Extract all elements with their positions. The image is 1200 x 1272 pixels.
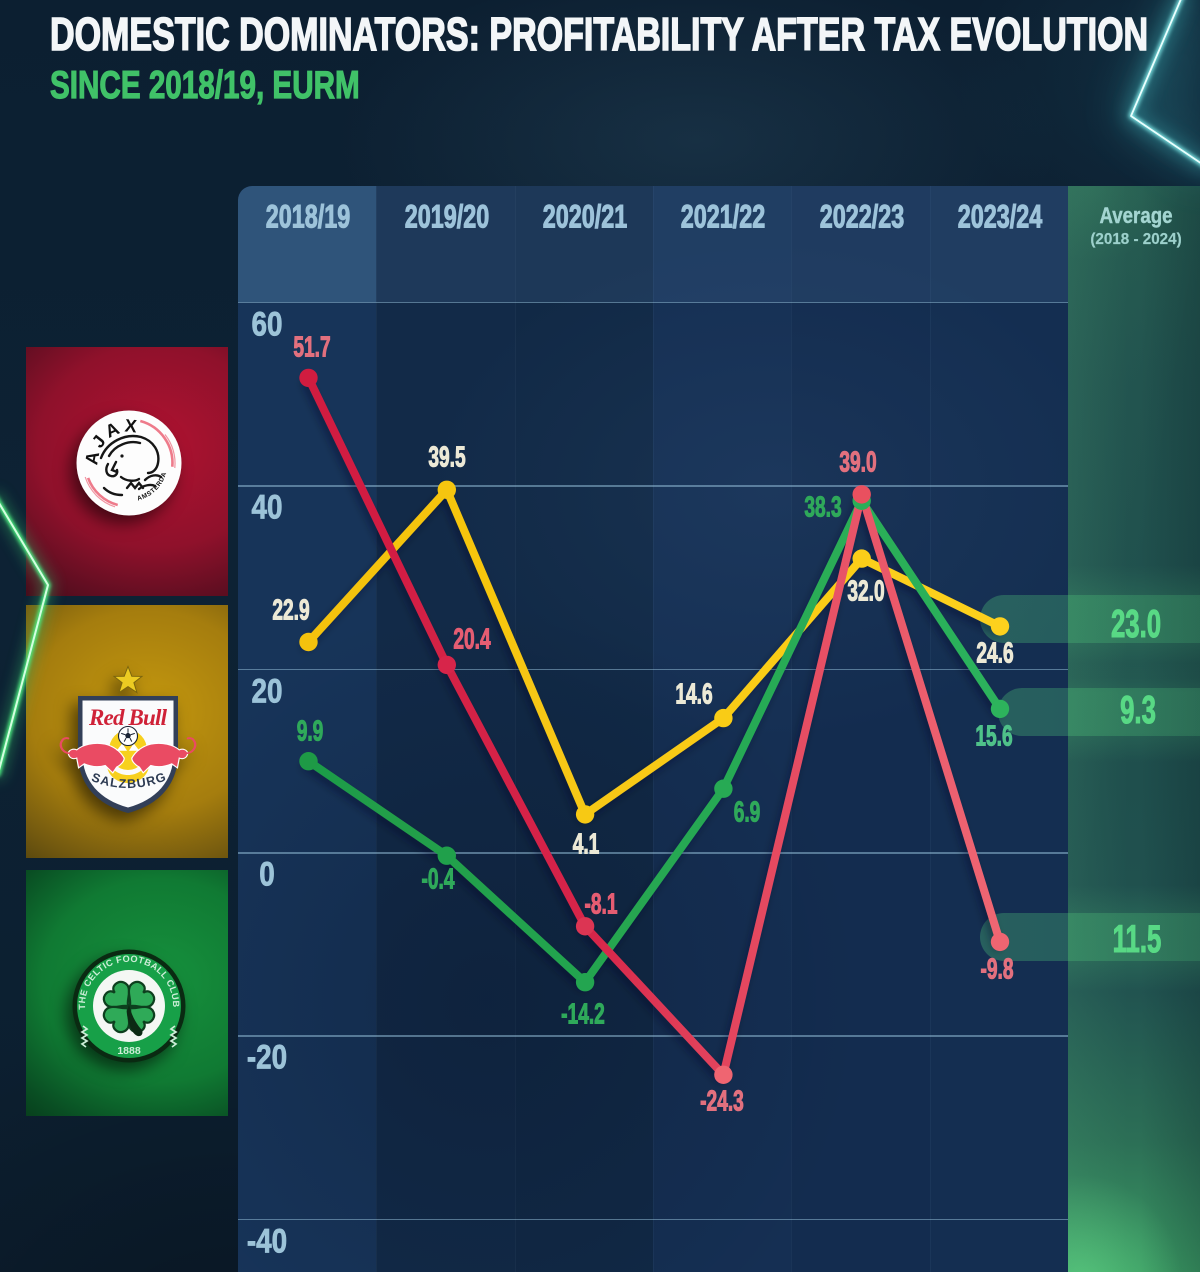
svg-text:1888: 1888: [117, 1045, 141, 1057]
svg-text:Red Bull: Red Bull: [88, 705, 168, 730]
